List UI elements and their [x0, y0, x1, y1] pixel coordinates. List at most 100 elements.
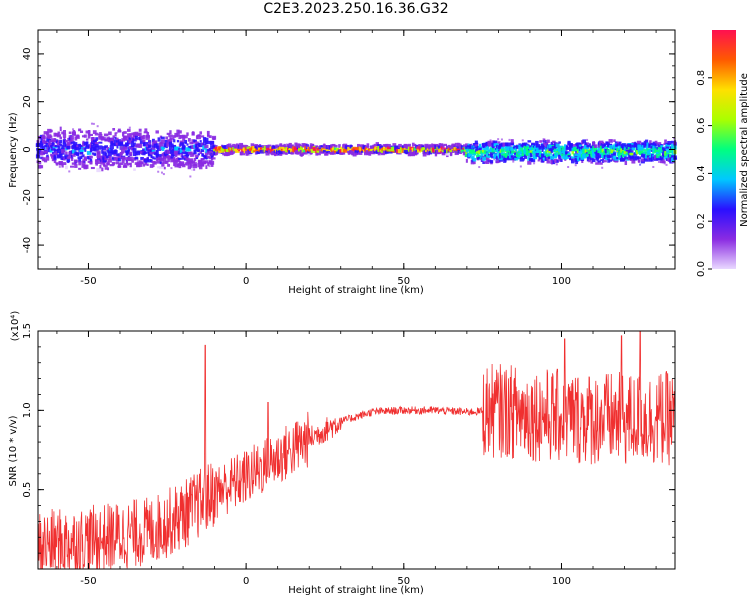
heatmap-cell	[187, 151, 191, 155]
heatmap-cell	[624, 156, 628, 160]
heatmap-cell	[50, 138, 56, 143]
heatmap-cell	[256, 145, 260, 149]
heatmap-cell	[497, 153, 501, 158]
heatmap-cell	[606, 144, 611, 148]
heatmap-speckle	[512, 160, 515, 163]
heatmap-cell	[88, 144, 91, 149]
heatmap-speckle	[189, 175, 192, 178]
heatmap-cell	[179, 161, 185, 165]
heatmap-cell	[90, 147, 96, 152]
heatmap-cell	[347, 150, 350, 154]
heatmap-cell	[210, 155, 214, 160]
heatmap-cell	[545, 148, 548, 153]
snr-y-axis-label: SNR (10 * v/v)	[8, 415, 19, 486]
heatmap-cell	[571, 150, 575, 155]
heatmap-cell	[541, 148, 544, 152]
heatmap-cell	[185, 157, 190, 161]
heatmap-cell	[569, 143, 573, 148]
heatmap-cell	[520, 147, 524, 152]
heatmap-cell	[142, 163, 146, 167]
heatmap-cell	[657, 144, 662, 149]
heatmap-cell	[553, 158, 558, 163]
heatmap-cell	[195, 143, 199, 148]
heatmap-cell	[226, 143, 230, 147]
heatmap-cell	[258, 145, 262, 148]
heatmap-cell	[601, 154, 606, 158]
heatmap-cell	[142, 148, 146, 153]
heatmap-cell	[119, 140, 124, 143]
heatmap-cell	[167, 157, 170, 162]
heatmap-cell	[52, 152, 55, 155]
heatmap-speckle	[64, 149, 67, 152]
heatmap-cell	[168, 146, 173, 151]
heatmap-cell	[649, 148, 652, 152]
heatmap-cell	[168, 141, 173, 145]
heatmap-cell	[178, 157, 182, 160]
heatmap-cell	[166, 132, 171, 135]
heatmap-cell	[347, 146, 351, 151]
heatmap-cell	[552, 156, 556, 159]
heatmap-cell	[561, 146, 566, 151]
heatmap-cell	[428, 148, 433, 153]
heatmap-cell	[106, 147, 110, 151]
heatmap-cell	[661, 151, 666, 156]
heatmap-cell	[599, 162, 603, 165]
heatmap-cell	[158, 166, 164, 169]
heatmap-cell	[312, 146, 317, 151]
heatmap-cell	[333, 147, 338, 150]
heatmap-cell	[191, 139, 195, 144]
heatmap-cell	[220, 147, 224, 151]
heatmap-cell	[309, 151, 313, 155]
heatmap-cell	[496, 150, 502, 154]
heatmap-cell	[82, 154, 85, 158]
heatmap-cell	[609, 148, 612, 151]
heatmap-cell	[625, 152, 630, 155]
heatmap-cell	[298, 148, 302, 152]
heatmap-cell	[495, 160, 499, 164]
heatmap-cell	[96, 167, 101, 173]
heatmap-cell	[574, 157, 579, 162]
heatmap-cell	[116, 144, 119, 149]
heatmap-cell	[119, 162, 124, 166]
spectrogram-x-tick-label: 50	[397, 276, 410, 287]
heatmap-cell	[545, 151, 548, 154]
heatmap-cell	[548, 151, 552, 154]
heatmap-cell	[644, 154, 649, 159]
heatmap-cell	[290, 151, 294, 155]
heatmap-cell	[629, 156, 634, 160]
heatmap-cell	[115, 157, 120, 162]
heatmap-cell	[482, 147, 486, 152]
heatmap-cell	[116, 153, 119, 157]
heatmap-cell	[437, 145, 442, 149]
heatmap-cell	[664, 139, 667, 144]
heatmap-cell	[201, 153, 204, 156]
heatmap-cell	[159, 161, 163, 165]
heatmap-cell	[457, 142, 461, 147]
heatmap-cell	[510, 155, 514, 158]
heatmap-cell	[121, 156, 126, 159]
heatmap-cell	[558, 154, 561, 159]
heatmap-cell	[565, 156, 569, 159]
heatmap-cell	[615, 144, 618, 147]
heatmap-cell	[581, 140, 584, 145]
heatmap-cell	[371, 145, 376, 149]
heatmap-cell	[199, 160, 203, 165]
heatmap-cell	[454, 142, 459, 148]
heatmap-cell	[68, 140, 72, 145]
heatmap-cell	[124, 138, 130, 141]
heatmap-cell	[47, 134, 52, 139]
heatmap-cell	[122, 165, 128, 168]
heatmap-cell	[531, 146, 535, 150]
heatmap-cell	[582, 154, 587, 159]
spectrogram-x-axis-label: Height of straight line (km)	[288, 285, 424, 296]
heatmap-cell	[199, 140, 202, 143]
heatmap-cell	[582, 139, 587, 144]
heatmap-cell	[457, 149, 460, 154]
heatmap-cell	[529, 152, 533, 158]
heatmap-cell	[103, 133, 109, 137]
heatmap-cell	[148, 144, 151, 148]
heatmap-cell	[336, 150, 340, 155]
heatmap-cell	[347, 152, 351, 155]
heatmap-cell	[178, 165, 182, 169]
heatmap-cell	[200, 148, 205, 153]
